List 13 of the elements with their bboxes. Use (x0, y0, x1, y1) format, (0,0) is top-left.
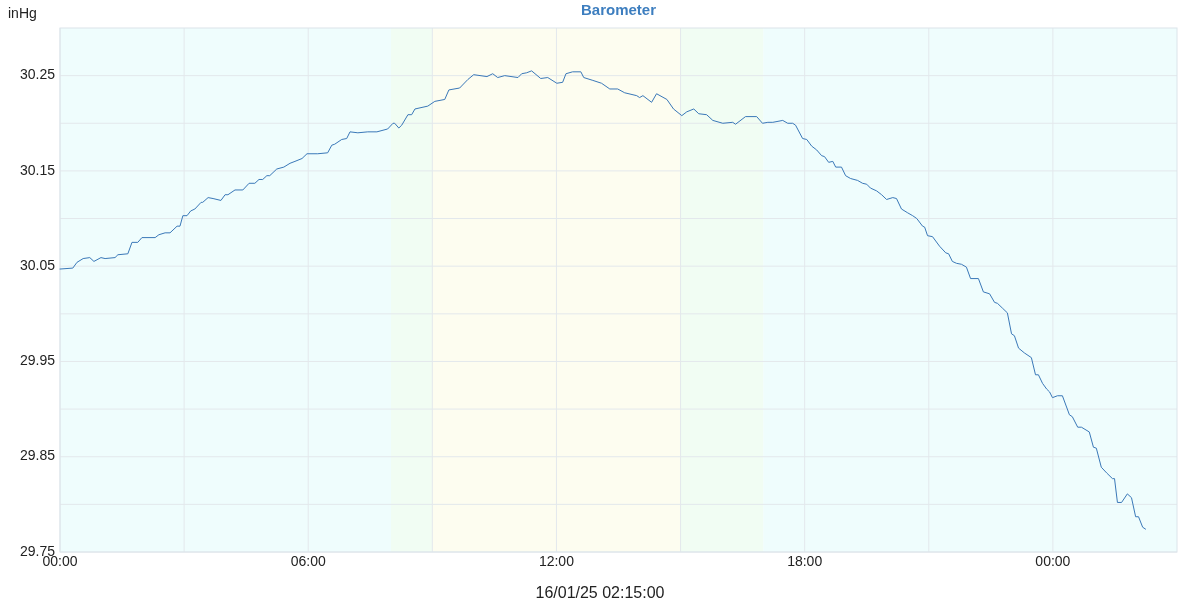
x-tick-label: 00:00 (1035, 553, 1071, 569)
x-tick-label: 06:00 (290, 553, 326, 569)
y-axis-title: inHg (8, 5, 37, 21)
line-series (59, 70, 1147, 530)
x-axis-title: 16/01/25 02:15:00 (535, 584, 665, 600)
chart-title: Barometer (580, 1, 657, 18)
x-tick-label: 12:00 (538, 553, 575, 569)
y-tick-label: 29.85 (19, 447, 56, 464)
y-tick-label: 30.25 (19, 66, 56, 83)
x-tick-label: 18:00 (787, 553, 823, 569)
y-tick-label: 29.95 (19, 352, 56, 369)
y-tick-label: 30.05 (19, 256, 56, 273)
y-tick-label: 30.15 (19, 161, 56, 178)
